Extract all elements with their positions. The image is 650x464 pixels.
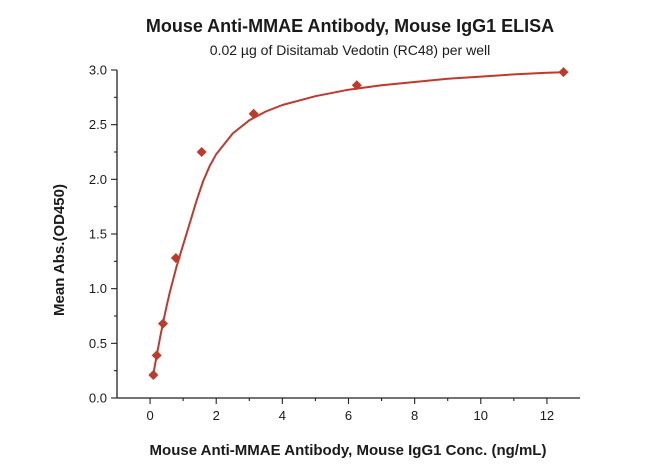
fit-curve-group [152,71,564,375]
x-axis-ticks: 0 2 4 6 8 10 12 [146,398,554,423]
data-point-diamond [196,147,207,157]
data-point-diamond [170,253,181,264]
data-point-diamond [151,350,162,361]
x-tick-label: 6 [345,408,352,423]
y-axis-label: Mean Abs.(OD450) [51,184,68,316]
y-tick-label: 1.0 [89,281,107,296]
x-tick-label: 2 [213,408,220,423]
chart-title: Mouse Anti-MMAE Antibody, Mouse IgG1 ELI… [146,16,554,36]
x-tick-label: 8 [411,408,418,423]
x-tick-label: 10 [474,408,488,423]
data-point-diamond [248,108,259,119]
data-point-diamond [148,370,159,381]
y-tick-label: 2.5 [89,117,107,132]
y-axis-ticks: 0.0 0.5 1.0 1.5 2.0 2.5 3.0 [89,63,117,406]
y-tick-label: 1.5 [89,227,107,242]
y-tick-label: 0.0 [89,391,107,406]
x-tick-label: 12 [540,408,554,423]
x-axis-label: Mouse Anti-MMAE Antibody, Mouse IgG1 Con… [150,442,547,459]
y-tick-label: 0.5 [89,336,107,351]
data-point-diamond [558,67,569,78]
chart-subtitle: 0.02 µg of Disitamab Vedotin (RC48) per … [210,42,490,58]
data-point-diamond [157,318,168,329]
data-point-diamond [351,80,362,91]
x-tick-label: 0 [146,408,153,423]
fit-curve [152,71,564,375]
y-tick-label: 3.0 [89,63,107,78]
x-tick-label: 4 [279,408,286,423]
data-points [148,67,569,381]
y-tick-label: 2.0 [89,172,107,187]
